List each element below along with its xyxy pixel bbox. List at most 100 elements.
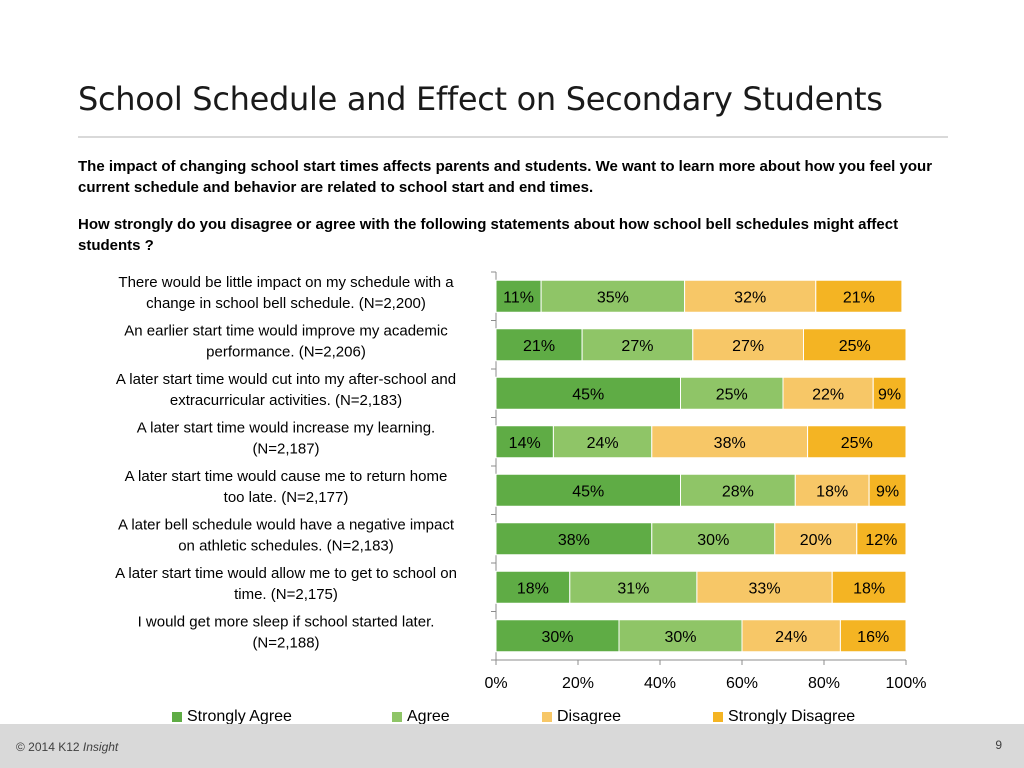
bar-segment xyxy=(651,522,776,556)
category-label: A later bell schedule would have a negat… xyxy=(118,516,455,554)
legend-swatch xyxy=(172,712,182,722)
legend-item: Agree xyxy=(392,708,450,726)
category-label-line: time. (N=2,175) xyxy=(234,586,338,603)
data-label: 11% xyxy=(503,289,534,306)
category-label: A later start time would increase my lea… xyxy=(137,419,435,457)
category-label-line: A later bell schedule would have a negat… xyxy=(118,516,455,533)
data-label: 24% xyxy=(775,629,807,646)
data-label: 27% xyxy=(732,338,764,355)
survey-question: How strongly do you disagree or agree wi… xyxy=(78,216,899,254)
category-label-line: An earlier start time would improve my a… xyxy=(124,322,448,339)
bar-segment xyxy=(831,570,907,604)
x-tick-label: 100% xyxy=(886,675,927,692)
data-label: 14% xyxy=(509,435,541,452)
data-label: 20% xyxy=(800,532,832,549)
category-label-line: A later start time would allow me to get… xyxy=(115,565,457,582)
footer-bar: © 2014 K12 Insight 9 xyxy=(0,724,1024,768)
bar-segment xyxy=(741,619,841,653)
data-label: 35% xyxy=(597,289,629,306)
data-label: 18% xyxy=(816,483,848,500)
data-label: 12% xyxy=(865,532,897,549)
category-label-line: (N=2,188) xyxy=(252,634,319,651)
bar-segment xyxy=(782,376,874,410)
data-label: 30% xyxy=(664,629,696,646)
data-label: 45% xyxy=(572,386,604,403)
x-tick-label: 0% xyxy=(484,675,507,692)
x-tick-label: 40% xyxy=(644,675,676,692)
data-label: 9% xyxy=(878,386,901,403)
bar-segment xyxy=(774,522,858,556)
bar-segment xyxy=(680,376,784,410)
legend-item: Strongly Disagree xyxy=(713,708,855,726)
data-label: 18% xyxy=(517,580,549,597)
category-label: A later start time would cut into my aft… xyxy=(116,371,456,409)
category-label-line: extracurricular activities. (N=2,183) xyxy=(170,392,402,409)
category-label: There would be little impact on my sched… xyxy=(118,274,454,312)
category-label-line: (N=2,187) xyxy=(252,440,319,457)
copyright-text: © 2014 K12 Insight xyxy=(16,740,119,754)
bar-segment xyxy=(807,425,907,459)
category-label-line: A later start time would cut into my aft… xyxy=(116,371,456,388)
legend-label: Strongly Agree xyxy=(187,708,292,725)
data-label: 21% xyxy=(523,338,555,355)
brand-name: Insight xyxy=(82,740,119,754)
bar-segment xyxy=(495,376,681,410)
chart-legend: Strongly Agree Agree Disagree Strongly Disa… xyxy=(0,708,1024,728)
bar-segment xyxy=(868,473,907,507)
bar-segment xyxy=(495,279,542,313)
stacked-bar-chart: 0% 20% 40% 60% 80% 100% There would be little … xyxy=(115,271,927,692)
category-label-line: I would get more sleep if school started… xyxy=(138,613,435,630)
category-label-line: change in school bell schedule. (N=2,200… xyxy=(146,295,426,312)
bar-segment xyxy=(839,619,907,653)
bar-segment xyxy=(495,473,681,507)
bar-segment xyxy=(794,473,870,507)
data-label: 21% xyxy=(843,289,875,306)
category-label: An earlier start time would improve my a… xyxy=(124,322,448,360)
bar-segment xyxy=(696,570,833,604)
legend-swatch xyxy=(542,712,552,722)
data-label: 24% xyxy=(587,435,619,452)
data-label: 45% xyxy=(572,483,604,500)
category-label-line: too late. (N=2,177) xyxy=(224,489,349,506)
bar-segment xyxy=(495,619,620,653)
data-label: 33% xyxy=(749,580,781,597)
bar-segment xyxy=(856,522,907,556)
x-tick-label: 20% xyxy=(562,675,594,692)
category-label-line: There would be little impact on my sched… xyxy=(118,274,454,291)
category-label-line: A later start time would cause me to ret… xyxy=(125,468,448,485)
legend-label: Disagree xyxy=(557,708,622,725)
data-label: 18% xyxy=(853,580,885,597)
data-label: 22% xyxy=(812,386,844,403)
title-divider xyxy=(78,136,948,138)
category-label: I would get more sleep if school started… xyxy=(138,613,435,651)
bar-segment xyxy=(495,522,653,556)
bar-segment xyxy=(815,279,903,313)
legend-label: Strongly Disagree xyxy=(728,708,856,725)
category-label-line: performance. (N=2,206) xyxy=(206,343,366,360)
page-number: 9 xyxy=(995,738,1002,752)
category-label-line: on athletic schedules. (N=2,183) xyxy=(178,537,394,554)
bar-segment xyxy=(569,570,698,604)
data-label: 31% xyxy=(617,580,649,597)
x-tick-label: 80% xyxy=(808,675,840,692)
legend-swatch xyxy=(713,712,723,722)
category-label: A later start time would allow me to get… xyxy=(115,565,457,603)
legend-swatch xyxy=(392,712,402,722)
data-label: 38% xyxy=(558,532,590,549)
data-label: 16% xyxy=(857,629,889,646)
data-label: 30% xyxy=(541,629,573,646)
data-label: 32% xyxy=(734,289,766,306)
data-label: 25% xyxy=(841,435,873,452)
bar-segment xyxy=(581,328,694,362)
data-label: 25% xyxy=(716,386,748,403)
bar-segment xyxy=(803,328,907,362)
data-label: 25% xyxy=(839,338,871,355)
data-label: 9% xyxy=(876,483,899,500)
data-label: 27% xyxy=(621,338,653,355)
bar-segment xyxy=(540,279,686,313)
bar-segment xyxy=(692,328,804,362)
intro-text: The impact of changing school start time… xyxy=(78,158,933,196)
data-label: 28% xyxy=(722,483,754,500)
slide-title: School Schedule and Effect on Secondary … xyxy=(78,80,883,118)
legend-label: Agree xyxy=(407,708,450,725)
